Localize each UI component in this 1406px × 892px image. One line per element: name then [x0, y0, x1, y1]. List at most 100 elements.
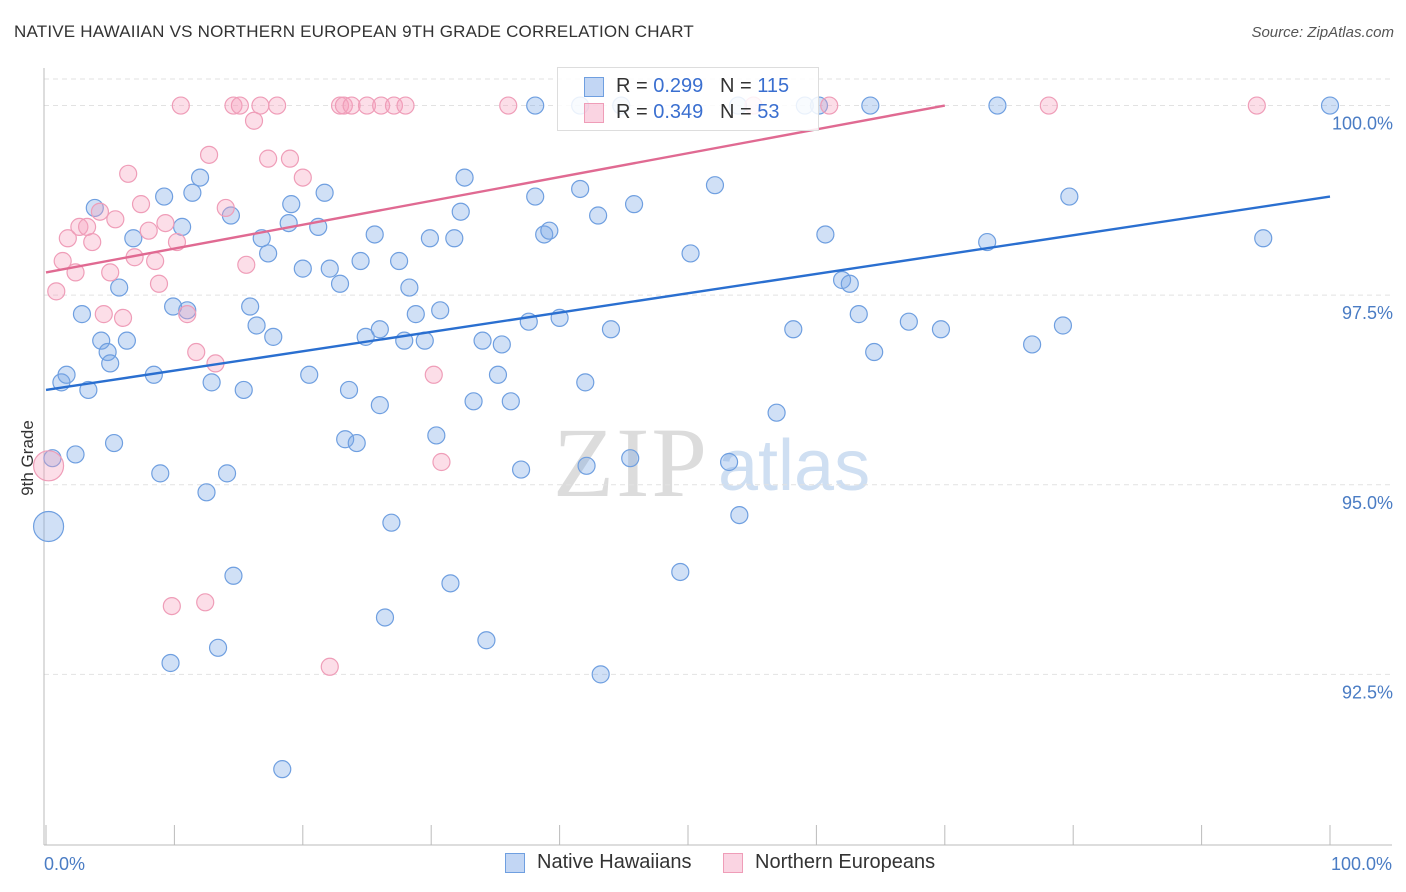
native-point[interactable]	[492, 335, 511, 354]
native-point[interactable]	[601, 320, 621, 339]
native-point[interactable]	[420, 229, 440, 248]
northern-point[interactable]	[334, 96, 353, 115]
northern-point[interactable]	[94, 305, 113, 324]
native-point[interactable]	[57, 365, 76, 384]
native-point[interactable]	[202, 373, 221, 392]
native-point[interactable]	[208, 638, 228, 657]
native-point[interactable]	[861, 96, 880, 115]
native-point[interactable]	[1060, 187, 1079, 206]
northern-point[interactable]	[113, 308, 133, 328]
source-label[interactable]: Source: ZipAtlas.com	[1251, 24, 1394, 41]
northern-point[interactable]	[320, 657, 339, 676]
native-point[interactable]	[406, 305, 425, 324]
native-point[interactable]	[849, 305, 868, 324]
northern-point[interactable]	[131, 195, 151, 214]
native-point[interactable]	[464, 392, 483, 411]
native-point[interactable]	[767, 403, 786, 422]
native-point[interactable]	[840, 274, 859, 293]
native-point[interactable]	[224, 566, 243, 585]
northern-point[interactable]	[101, 263, 120, 282]
native-point[interactable]	[621, 449, 640, 468]
native-point[interactable]	[681, 244, 700, 263]
northern-point[interactable]	[237, 255, 256, 274]
native-point[interactable]	[101, 354, 120, 373]
northern-point[interactable]	[119, 164, 138, 183]
native-point[interactable]	[264, 327, 283, 346]
native-point[interactable]	[589, 206, 608, 225]
native-point[interactable]	[571, 179, 590, 199]
native-point[interactable]	[445, 229, 464, 248]
native-point[interactable]	[899, 312, 918, 331]
native-point[interactable]	[382, 513, 401, 532]
northern-point[interactable]	[187, 342, 206, 362]
native-point[interactable]	[451, 202, 470, 221]
native-point[interactable]	[431, 301, 450, 320]
native-point[interactable]	[978, 232, 997, 252]
northern-point[interactable]	[244, 111, 264, 130]
northern-point[interactable]	[251, 96, 270, 115]
native-point[interactable]	[719, 452, 739, 472]
native-point[interactable]	[1053, 316, 1073, 335]
native-point[interactable]	[330, 274, 350, 293]
native-point[interactable]	[241, 297, 260, 316]
native-point[interactable]	[988, 96, 1007, 115]
native-point[interactable]	[259, 244, 278, 263]
native-point[interactable]	[247, 316, 266, 335]
native-point[interactable]	[293, 259, 312, 278]
northern-point[interactable]	[216, 198, 235, 218]
native-point[interactable]	[526, 96, 545, 115]
northern-point[interactable]	[268, 96, 287, 115]
native-point[interactable]	[282, 195, 301, 214]
northern-point[interactable]	[342, 96, 361, 115]
native-point[interactable]	[155, 187, 174, 206]
northern-point[interactable]	[1247, 96, 1266, 115]
native-point[interactable]	[273, 760, 292, 779]
native-point[interactable]	[104, 433, 124, 453]
native-point[interactable]	[197, 483, 216, 502]
northern-point[interactable]	[139, 221, 158, 240]
native-point[interactable]	[370, 320, 389, 339]
native-point[interactable]	[427, 426, 446, 445]
northern-point[interactable]	[230, 96, 249, 115]
northern-point[interactable]	[162, 596, 181, 616]
northern-point[interactable]	[224, 96, 243, 115]
native-point[interactable]	[124, 229, 143, 248]
northern-point[interactable]	[90, 202, 110, 221]
native-point[interactable]	[351, 251, 370, 271]
native-point[interactable]	[1254, 229, 1273, 248]
northern-point[interactable]	[396, 96, 415, 115]
native-point[interactable]	[98, 342, 117, 362]
northern-point[interactable]	[293, 168, 312, 187]
native-point[interactable]	[477, 631, 496, 650]
native-point[interactable]	[161, 653, 180, 673]
native-point[interactable]	[577, 456, 596, 475]
native-point[interactable]	[110, 278, 129, 297]
northern-point[interactable]	[372, 96, 391, 115]
northern-point[interactable]	[47, 282, 66, 301]
northern-point[interactable]	[280, 149, 300, 168]
native-point[interactable]	[339, 380, 359, 400]
northern-point[interactable]	[146, 251, 165, 271]
native-point[interactable]	[320, 259, 339, 278]
northern-point[interactable]	[32, 450, 65, 482]
native-point[interactable]	[441, 574, 460, 593]
native-point[interactable]	[390, 251, 409, 271]
native-point[interactable]	[455, 168, 474, 187]
northern-point[interactable]	[70, 217, 89, 236]
native-point[interactable]	[375, 608, 395, 627]
native-point[interactable]	[488, 365, 508, 384]
northern-point[interactable]	[106, 210, 125, 229]
native-point[interactable]	[217, 464, 237, 483]
northern-point[interactable]	[178, 305, 197, 324]
native-point[interactable]	[671, 562, 690, 582]
native-point[interactable]	[72, 305, 92, 324]
native-point[interactable]	[501, 392, 520, 411]
native-point[interactable]	[1023, 335, 1042, 354]
native-point[interactable]	[151, 464, 170, 483]
native-point[interactable]	[591, 665, 610, 684]
native-point[interactable]	[1320, 96, 1340, 115]
native-point[interactable]	[540, 221, 559, 240]
northern-point[interactable]	[77, 217, 97, 236]
northern-point[interactable]	[1039, 96, 1058, 115]
native-point[interactable]	[865, 342, 884, 362]
